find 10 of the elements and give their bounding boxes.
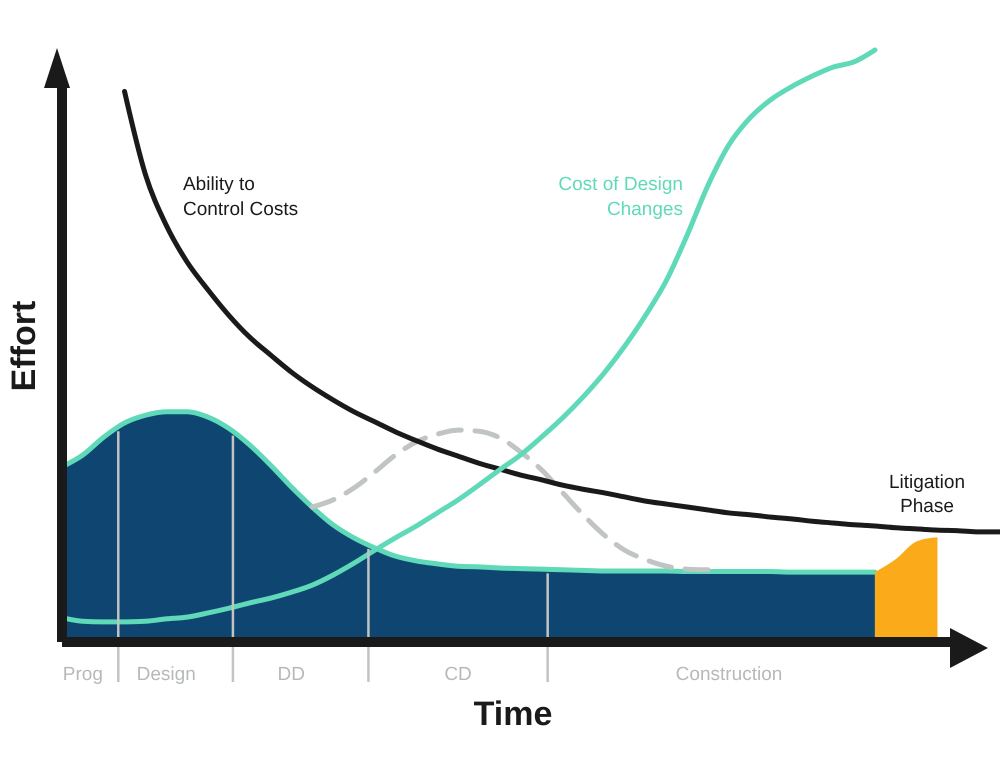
x-tick-label: Prog: [62, 664, 103, 685]
annotation: Litigation Phase: [888, 472, 966, 517]
y-axis-title: Effort: [5, 300, 43, 392]
x-axis-title: Time: [474, 695, 552, 733]
x-tick-label: CD: [444, 664, 472, 685]
series-label: Ability to Control Costs: [183, 174, 298, 220]
x-tick-label: Design: [136, 664, 196, 685]
x-tick-label: Construction: [676, 664, 782, 685]
x-tick-label: DD: [278, 664, 306, 685]
series-label: Cost of Design Changes: [558, 174, 683, 220]
